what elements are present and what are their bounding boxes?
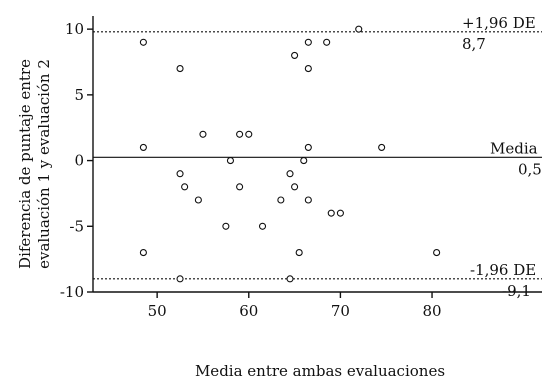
data-point xyxy=(355,25,363,33)
data-point xyxy=(139,38,147,46)
data-point xyxy=(199,130,207,138)
data-point xyxy=(139,249,147,257)
data-point xyxy=(323,38,331,46)
data-point xyxy=(286,275,294,283)
plot-area: +1,96 DE 8,7 Media 0,5 -1,96 DE -9,1 xyxy=(93,14,542,300)
y-tick-label: -10 xyxy=(60,283,84,301)
x-tick-label: 80 xyxy=(422,302,441,320)
reference-line-value: -9,1 xyxy=(502,282,531,300)
data-point xyxy=(304,196,312,204)
reference-line-label: +1,96 DE xyxy=(462,14,536,32)
data-point xyxy=(304,38,312,46)
data-point xyxy=(277,196,285,204)
data-point xyxy=(286,170,294,178)
labels: Media entre ambas evaluaciones Diferenci… xyxy=(16,59,445,380)
data-point xyxy=(236,130,244,138)
y-tick-label: 10 xyxy=(65,20,84,38)
data-point xyxy=(336,209,344,217)
data-point xyxy=(291,183,299,191)
data-point xyxy=(304,143,312,151)
data-point xyxy=(176,65,184,73)
reference-line-label: Media xyxy=(490,139,538,157)
x-tick-label: 60 xyxy=(239,302,258,320)
y-axis-title-line-2: evaluación 1 y evaluación 2 xyxy=(35,59,53,269)
data-point xyxy=(176,275,184,283)
y-tick-label: 5 xyxy=(74,86,84,104)
data-point xyxy=(181,183,189,191)
data-point xyxy=(139,143,147,151)
data-point xyxy=(222,222,230,230)
reference-line-value: 8,7 xyxy=(462,35,486,53)
y-tick-label: -5 xyxy=(69,217,84,235)
reference-line-label: -1,96 DE xyxy=(470,261,536,279)
data-point xyxy=(300,157,308,165)
data-point xyxy=(295,249,303,257)
y-tick-label: 0 xyxy=(74,152,84,170)
reference-line-value: 0,5 xyxy=(518,160,542,178)
x-tick-label: 50 xyxy=(148,302,167,320)
data-point xyxy=(291,51,299,59)
data-point xyxy=(378,143,386,151)
data-point xyxy=(176,170,184,178)
axes: -10 -5 0 5 10 50 60 70 80 xyxy=(60,16,542,320)
x-tick-label: 70 xyxy=(331,302,350,320)
data-point xyxy=(194,196,202,204)
data-point xyxy=(226,157,234,165)
data-point xyxy=(236,183,244,191)
data-point xyxy=(327,209,335,217)
data-point xyxy=(304,65,312,73)
data-point xyxy=(258,222,267,230)
data-point xyxy=(245,130,253,138)
y-axis-title-line-1: Diferencia de puntaje entre xyxy=(16,59,34,269)
data-point xyxy=(433,249,441,257)
x-axis-title: Media entre ambas evaluaciones xyxy=(195,362,445,380)
